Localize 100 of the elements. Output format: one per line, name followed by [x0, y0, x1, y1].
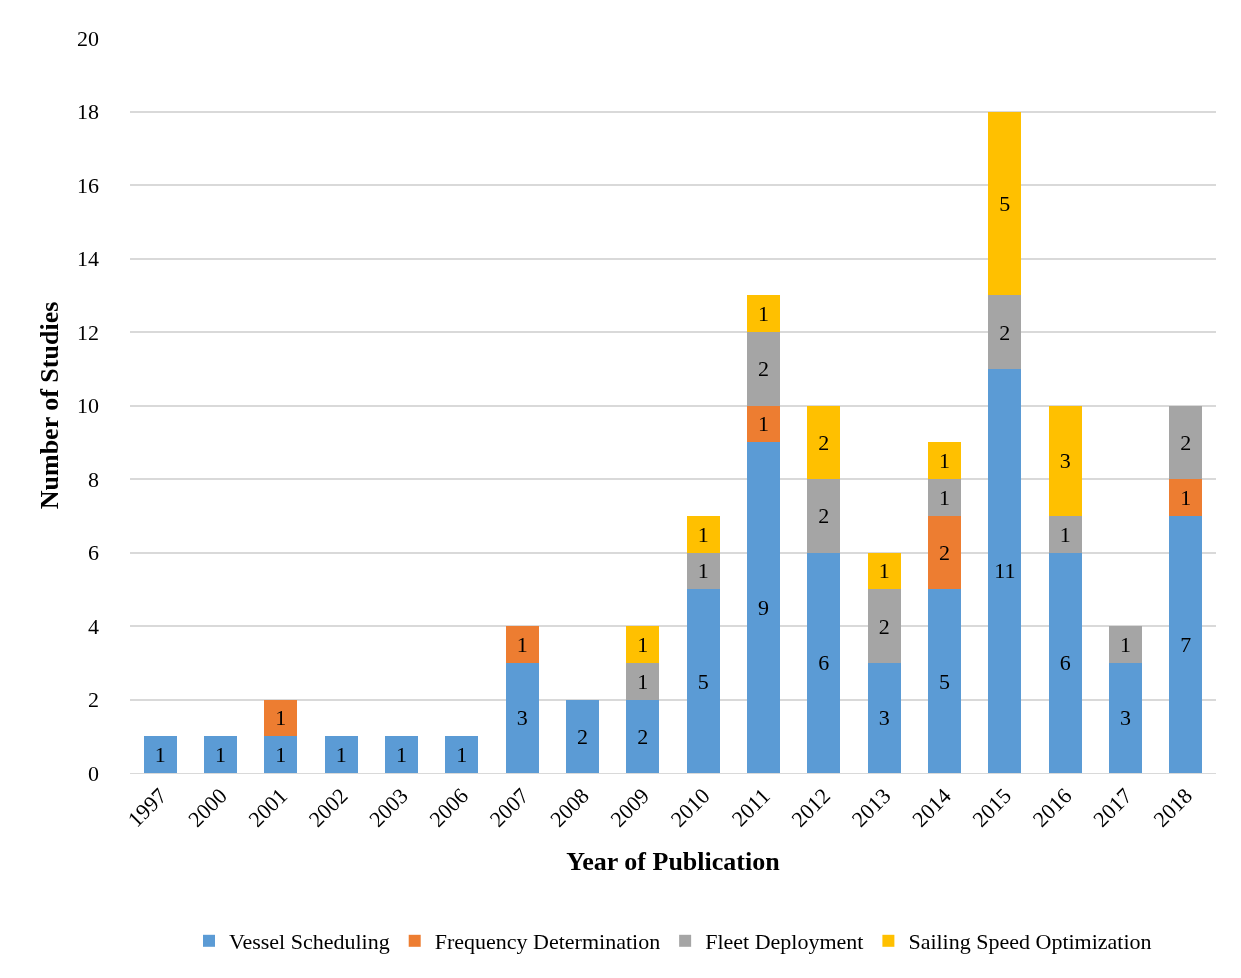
bar [988, 295, 1022, 369]
data-label: 1 [275, 742, 287, 768]
bar [1169, 405, 1203, 479]
legend-label: Fleet Deployment [705, 929, 864, 955]
legend-label: Frequency Determination [434, 929, 661, 955]
bar [746, 405, 781, 443]
data-label: 6 [818, 650, 830, 676]
data-label: 1 [939, 484, 950, 510]
data-label: 11 [994, 558, 1016, 584]
data-label: 2 [939, 540, 950, 565]
y-tick-label: 20 [77, 25, 99, 51]
data-label: 3 [516, 705, 528, 731]
y-tick-label: 18 [77, 99, 99, 125]
data-label: 1 [637, 668, 649, 694]
y-tick-label: 12 [77, 319, 99, 345]
bar [565, 699, 600, 773]
bar [686, 515, 720, 553]
data-label: 5 [697, 668, 709, 694]
data-label: 9 [758, 595, 769, 621]
data-label: 1 [697, 521, 709, 547]
data-label: 1 [516, 631, 528, 657]
bar [264, 699, 298, 737]
bar [927, 479, 962, 516]
data-label: 1 [275, 705, 287, 731]
bar [746, 442, 781, 773]
bar [807, 405, 841, 479]
bar [746, 295, 781, 332]
bar [1048, 515, 1082, 553]
data-label: 1 [396, 742, 407, 768]
y-tick-label: 8 [88, 466, 99, 492]
bar [203, 736, 238, 773]
bar [867, 552, 901, 590]
bar [324, 736, 358, 773]
bar [384, 736, 419, 773]
data-label: 3 [1059, 448, 1071, 474]
data-label: 2 [1180, 429, 1192, 455]
bar [1169, 515, 1203, 773]
y-tick-label: 14 [77, 246, 99, 272]
bar [1108, 626, 1143, 663]
bar [927, 442, 962, 479]
bar [686, 589, 720, 773]
data-label: 1 [335, 742, 347, 768]
data-label: 3 [878, 705, 890, 731]
data-label: 1 [154, 742, 166, 768]
bar [746, 332, 781, 406]
data-label: 1 [637, 631, 649, 657]
data-label: 1 [1120, 631, 1131, 657]
y-axis-title: Number of Studies [35, 301, 65, 510]
data-label: 1 [878, 558, 890, 584]
data-label: 2 [818, 429, 830, 455]
data-label: 1 [1059, 521, 1071, 547]
bar [807, 552, 841, 773]
x-tick-label: 2011 [726, 783, 775, 832]
data-label: 1 [1180, 484, 1192, 510]
bar [927, 515, 962, 590]
data-label: 1 [758, 411, 769, 437]
bar [927, 589, 962, 773]
bar [264, 736, 298, 773]
bar [867, 589, 901, 663]
data-label: 5 [999, 190, 1011, 216]
bar [1108, 662, 1143, 773]
y-tick-label: 2 [88, 687, 99, 713]
data-label: 1 [758, 301, 769, 327]
bar [1169, 479, 1203, 516]
bar [988, 111, 1022, 296]
bar [505, 626, 539, 663]
bar [807, 479, 841, 553]
bar [988, 368, 1022, 773]
bar [626, 626, 660, 663]
legend-label: Vessel Scheduling [229, 929, 390, 955]
data-label: 1 [456, 742, 468, 768]
data-label: 2 [818, 503, 830, 529]
bar [626, 662, 660, 700]
data-label: 2 [999, 319, 1011, 345]
data-label: 1 [939, 448, 950, 474]
y-tick-label: 0 [88, 760, 99, 786]
y-tick-label: 16 [77, 172, 99, 198]
data-label: 3 [1120, 705, 1131, 731]
bar [686, 552, 720, 590]
legend-label: Sailing Speed Optimization [908, 929, 1152, 955]
bar [505, 662, 539, 773]
data-label: 1 [697, 558, 709, 584]
bar [867, 662, 901, 773]
x-axis-title: Year of Publication [566, 846, 781, 876]
data-label: 2 [878, 613, 890, 639]
data-label: 6 [1059, 650, 1071, 676]
data-label: 2 [577, 723, 588, 749]
bar [445, 736, 479, 773]
bar [1048, 552, 1082, 773]
bar [626, 699, 660, 773]
data-label: 1 [215, 742, 226, 768]
y-tick-label: 4 [88, 613, 99, 639]
bar [1048, 405, 1082, 516]
data-label: 5 [939, 668, 950, 694]
y-tick-label: 10 [77, 393, 99, 419]
bar [143, 736, 177, 773]
data-label: 7 [1180, 631, 1192, 657]
data-label: 2 [758, 356, 769, 382]
data-label: 2 [637, 723, 649, 749]
y-tick-label: 6 [88, 540, 99, 566]
